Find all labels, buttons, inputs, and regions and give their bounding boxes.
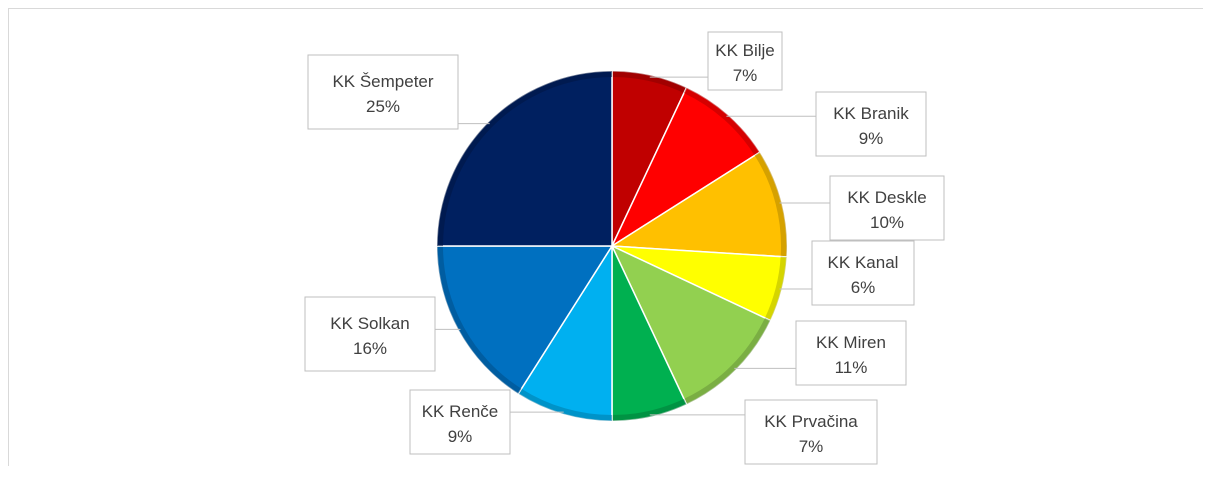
slice-bevel-kk-rence bbox=[518, 388, 612, 421]
percent-label: 10% bbox=[870, 213, 904, 232]
slice-bevel-kk-solkan bbox=[437, 246, 522, 394]
data-label-kk-rence: KK Renče 9% bbox=[409, 389, 511, 455]
label-box-rect bbox=[811, 240, 915, 306]
slice-bevel-kk-prvacina bbox=[612, 398, 687, 421]
data-label-kk-sempeter: KK Šempeter 25% bbox=[307, 54, 459, 130]
pie-slices bbox=[436, 70, 788, 422]
percent-label: 7% bbox=[733, 66, 758, 85]
slice-bevel-kk-kanal bbox=[764, 256, 787, 321]
slice-bevel-kk-miren bbox=[683, 317, 771, 405]
category-label: KK Branik bbox=[833, 104, 909, 123]
category-label: KK Kanal bbox=[828, 253, 899, 272]
data-label-kk-bilje: KK Bilje 7% bbox=[707, 31, 783, 91]
category-label: KK Prvačina bbox=[764, 412, 858, 431]
label-box-rect bbox=[304, 296, 436, 372]
percent-label: 11% bbox=[835, 358, 868, 377]
label-box-rect bbox=[829, 175, 945, 241]
data-label-kk-deskle: KK Deskle 10% bbox=[829, 175, 945, 241]
percent-label: 6% bbox=[851, 278, 876, 297]
data-labels: KK Bilje 7% KK Branik 9% KK Deskle 10% KK Kana… bbox=[304, 31, 945, 465]
category-label: KK Solkan bbox=[330, 314, 409, 333]
percent-label: 7% bbox=[799, 437, 824, 456]
label-box-rect bbox=[307, 54, 459, 130]
slice-bevel-kk-deskle bbox=[754, 152, 788, 257]
data-label-kk-branik: KK Branik 9% bbox=[815, 91, 927, 157]
percent-label: 9% bbox=[859, 129, 884, 148]
category-label: KK Deskle bbox=[847, 188, 926, 207]
percent-label: 25% bbox=[366, 97, 400, 116]
leader-lines bbox=[435, 76, 830, 416]
category-label: KK Renče bbox=[422, 402, 499, 421]
label-box-rect bbox=[815, 91, 927, 157]
slice-bevel-kk-branik bbox=[683, 87, 760, 156]
chart-frame bbox=[8, 8, 1203, 466]
data-label-kk-kanal: KK Kanal 6% bbox=[811, 240, 915, 306]
label-box-rect bbox=[409, 389, 511, 455]
category-label: KK Bilje bbox=[715, 41, 775, 60]
data-label-kk-miren: KK Miren 11% bbox=[795, 320, 907, 386]
category-label: KK Miren bbox=[816, 333, 886, 352]
percent-label: 9% bbox=[448, 427, 473, 446]
label-box-rect bbox=[707, 31, 783, 91]
label-box-rect bbox=[795, 320, 907, 386]
category-label: KK Šempeter bbox=[332, 72, 433, 91]
percent-label: 16% bbox=[353, 339, 387, 358]
slice-bevel-kk-bilje bbox=[612, 71, 687, 94]
data-label-kk-solkan: KK Solkan 16% bbox=[304, 296, 436, 372]
data-label-kk-prvacina: KK Prvačina 7% bbox=[744, 399, 878, 465]
label-box-rect bbox=[744, 399, 878, 465]
